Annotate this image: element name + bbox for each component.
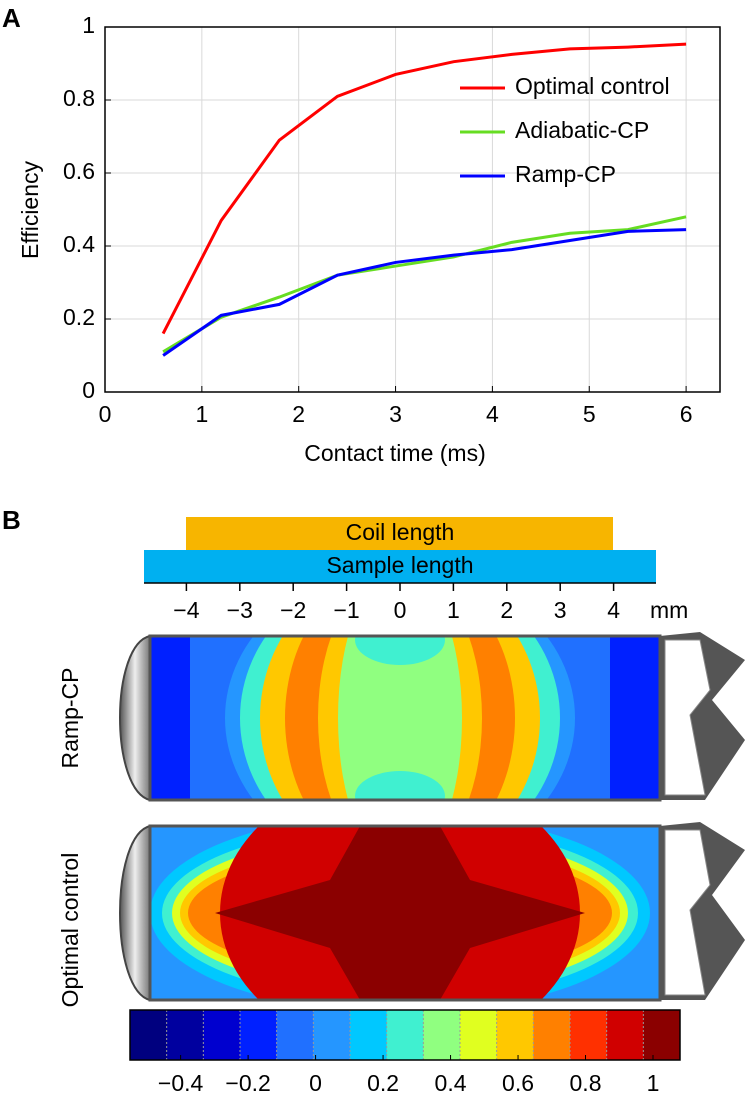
row-label: Ramp-CP — [57, 668, 83, 769]
colorbar-tick-label: 0.2 — [367, 1070, 399, 1096]
cylinder-cap — [119, 634, 151, 802]
legend-label: Optimal control — [515, 73, 670, 99]
x-tick-label: 5 — [583, 401, 596, 427]
x-tick-label: 6 — [680, 401, 693, 427]
axis-tick-label: −3 — [227, 597, 253, 623]
x-axis-label: Contact time (ms) — [304, 440, 485, 466]
colorbar-segment — [423, 1010, 461, 1060]
colorbar-tick-label: −0.2 — [225, 1070, 270, 1096]
axis-tick-label: −2 — [280, 597, 306, 623]
y-tick-label: 0.2 — [63, 304, 95, 330]
colorbar-tick-label: 0.6 — [502, 1070, 534, 1096]
y-tick-label: 0.6 — [63, 158, 95, 184]
colorbar-tick-label: 0.8 — [570, 1070, 602, 1096]
axis-tick-label: 1 — [447, 597, 460, 623]
axis-tick-label: 4 — [607, 597, 620, 623]
series-line — [161, 42, 687, 335]
axis-tick-label: −4 — [173, 597, 199, 623]
x-tick-label: 4 — [486, 401, 499, 427]
plot-frame — [104, 26, 721, 393]
x-tick-label: 1 — [195, 401, 208, 427]
colorbar-tick-label: 0 — [309, 1070, 322, 1096]
legend-label: Ramp-CP — [515, 161, 616, 187]
series-line — [162, 215, 687, 354]
region — [215, 826, 585, 1000]
colorbar-segment — [240, 1010, 278, 1060]
colorbar-segment — [533, 1010, 571, 1060]
sample-label: Sample length — [326, 552, 473, 578]
x-tick-label: 0 — [99, 401, 112, 427]
colorbar-segment — [276, 1010, 314, 1060]
heatmap — [150, 826, 660, 1000]
colorbar-segment — [386, 1010, 424, 1060]
colorbar-tick-label: −0.4 — [158, 1070, 204, 1096]
colorbar-frame — [129, 1009, 681, 1061]
panel-label: B — [2, 505, 21, 535]
colorbar-segment — [203, 1010, 241, 1060]
y-tick-label: 0 — [82, 377, 95, 403]
y-tick-label: 0.8 — [63, 85, 95, 111]
break-face — [664, 829, 711, 996]
x-tick-label: 3 — [389, 401, 402, 427]
series-line — [162, 228, 687, 357]
colorbar-segment — [350, 1010, 388, 1060]
heatmap — [150, 636, 660, 800]
y-tick-label: 0.4 — [63, 231, 95, 257]
x-tick-label: 2 — [292, 401, 305, 427]
cylinder-cap — [119, 824, 151, 1002]
panel-label: A — [2, 3, 21, 33]
colorbar-segment — [166, 1010, 204, 1060]
colorbar-segment — [313, 1010, 351, 1060]
axis-tick-label: −1 — [333, 597, 359, 623]
axis-tick-label: 3 — [554, 597, 567, 623]
row-label: Optimal control — [57, 853, 83, 1008]
colorbar-segment — [643, 1010, 681, 1060]
region — [355, 771, 445, 800]
y-tick-label: 1 — [82, 12, 95, 38]
colorbar-tick-label: 1 — [647, 1070, 660, 1096]
region — [355, 636, 445, 665]
y-axis-label: Efficiency — [17, 160, 43, 259]
coil-bar — [186, 517, 613, 550]
colorbar-segment — [570, 1010, 608, 1060]
axis-unit: mm — [650, 597, 688, 623]
legend-label: Adiabatic-CP — [515, 117, 649, 143]
colorbar-segment — [606, 1010, 644, 1060]
colorbar-tick-label: 0.4 — [435, 1070, 467, 1096]
coil-label: Coil length — [346, 519, 455, 545]
axis-tick-label: 2 — [500, 597, 513, 623]
sample-bar — [144, 550, 656, 583]
colorbar-segment — [460, 1010, 498, 1060]
colorbar-segment — [130, 1010, 168, 1060]
colorbar-segment — [496, 1010, 534, 1060]
region — [338, 636, 462, 800]
axis-tick-label: 0 — [394, 597, 407, 623]
break-face — [664, 639, 711, 796]
